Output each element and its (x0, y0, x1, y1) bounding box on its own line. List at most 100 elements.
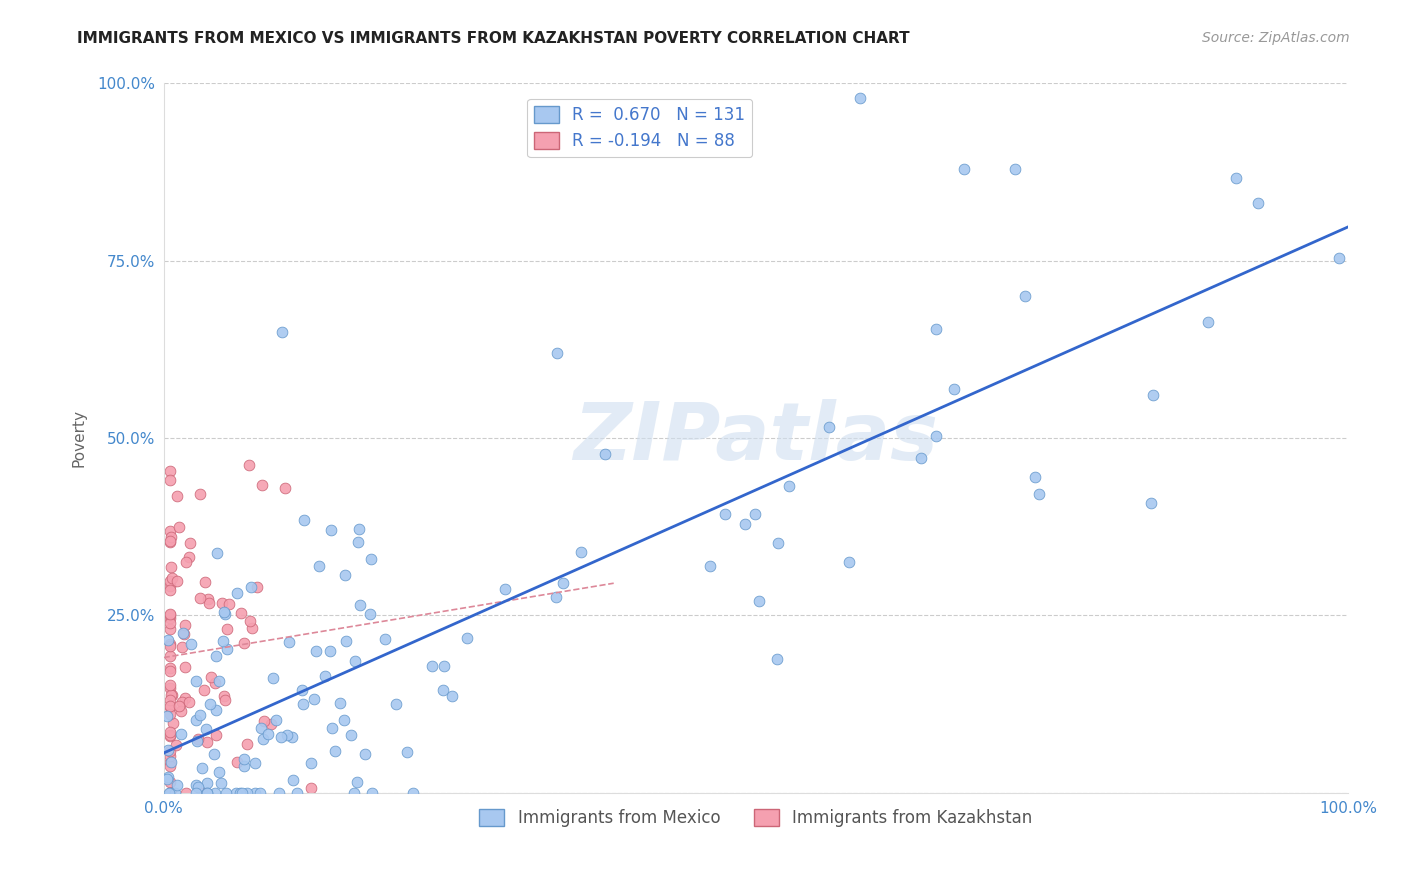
Point (159, 473, 181, 487)
Point (159, 678, 181, 692)
Point (159, 688, 181, 702)
Point (314, 669, 336, 683)
Point (748, 593, 770, 607)
Point (188, 591, 211, 605)
Point (1004, 161, 1026, 176)
Point (159, 640, 181, 654)
Point (193, 683, 215, 698)
Point (838, 555, 860, 569)
Point (159, 622, 181, 636)
Point (159, 692, 181, 706)
Point (188, 487, 211, 501)
Point (396, 745, 419, 759)
Point (159, 748, 181, 763)
Point (344, 654, 367, 668)
Point (347, 522, 370, 536)
Point (1024, 470, 1046, 484)
Point (159, 530, 181, 544)
Point (211, 633, 233, 648)
Point (159, 534, 181, 549)
Point (159, 524, 181, 538)
Point (172, 625, 194, 640)
Point (252, 477, 274, 491)
Point (264, 713, 287, 727)
Point (319, 523, 342, 537)
Point (159, 579, 181, 593)
Point (924, 429, 946, 443)
Point (159, 786, 181, 800)
Point (245, 756, 267, 770)
Point (159, 698, 181, 713)
Point (159, 649, 181, 664)
Point (217, 622, 239, 636)
Point (184, 778, 207, 792)
Point (281, 772, 304, 787)
Point (346, 775, 368, 789)
Point (160, 571, 183, 585)
Point (159, 583, 181, 598)
Y-axis label: Poverty: Poverty (72, 409, 86, 467)
Point (292, 513, 315, 527)
Point (177, 695, 200, 709)
Point (187, 731, 209, 746)
Point (818, 420, 841, 434)
Point (433, 659, 456, 673)
Point (229, 606, 252, 620)
Point (778, 478, 800, 492)
Point (159, 786, 181, 800)
Point (170, 727, 193, 741)
Point (302, 692, 325, 706)
Point (239, 581, 262, 595)
Point (744, 507, 766, 521)
Point (253, 714, 276, 729)
Point (544, 591, 567, 605)
Point (157, 786, 180, 800)
Point (197, 597, 219, 611)
Point (159, 615, 181, 630)
Point (238, 458, 260, 472)
Point (304, 644, 326, 658)
Point (214, 692, 236, 706)
Point (270, 325, 292, 339)
Point (187, 780, 209, 794)
Point (277, 634, 299, 648)
Point (159, 534, 181, 549)
Point (155, 772, 177, 786)
Point (194, 722, 217, 736)
Point (156, 742, 179, 756)
Point (191, 761, 214, 775)
Point (159, 607, 181, 621)
Point (1327, 251, 1350, 265)
Point (186, 713, 208, 727)
Point (156, 708, 179, 723)
Point (159, 664, 181, 678)
Point (180, 637, 202, 651)
Point (335, 568, 357, 582)
Point (159, 744, 181, 758)
Point (159, 706, 181, 721)
Point (299, 780, 322, 795)
Point (184, 673, 207, 688)
Point (195, 786, 218, 800)
Point (250, 721, 273, 735)
Point (156, 771, 179, 785)
Point (225, 756, 247, 770)
Point (1014, 289, 1036, 303)
Point (174, 786, 197, 800)
Point (239, 614, 262, 628)
Point (174, 618, 197, 632)
Point (273, 481, 295, 495)
Point (359, 607, 381, 621)
Point (910, 450, 932, 465)
Point (1247, 196, 1270, 211)
Point (194, 574, 217, 589)
Point (246, 580, 269, 594)
Point (205, 728, 228, 742)
Point (162, 716, 184, 731)
Point (159, 607, 181, 622)
Point (233, 758, 256, 772)
Point (291, 682, 314, 697)
Point (186, 734, 208, 748)
Text: IMMIGRANTS FROM MEXICO VS IMMIGRANTS FROM KAZAKHSTAN POVERTY CORRELATION CHART: IMMIGRANTS FROM MEXICO VS IMMIGRANTS FRO… (77, 31, 910, 46)
Point (204, 676, 226, 690)
